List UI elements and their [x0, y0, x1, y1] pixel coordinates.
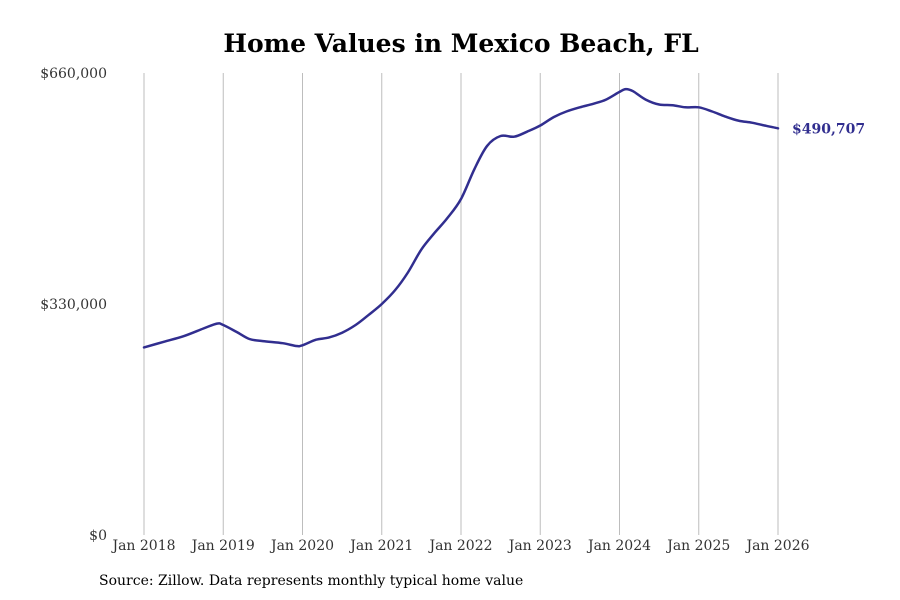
x-tick-label: Jan 2025	[665, 538, 730, 554]
x-tick-label: Jan 2026	[744, 538, 809, 554]
x-tick-label: Jan 2021	[348, 538, 413, 554]
y-tick-label: $0	[89, 528, 107, 544]
latest-value-label: $490,707	[792, 121, 865, 137]
source-note: Source: Zillow. Data represents monthly …	[99, 573, 524, 589]
home-value-line	[142, 87, 780, 349]
x-tick-label: Jan 2023	[507, 538, 572, 554]
y-tick-label: $330,000	[40, 297, 107, 313]
x-tick-label: Jan 2022	[427, 538, 492, 554]
y-tick-label: $660,000	[40, 66, 107, 82]
x-tick-label: Jan 2020	[269, 538, 334, 554]
x-tick-label: Jan 2019	[190, 538, 255, 554]
x-axis-ticks: Jan 2018 Jan 2019 Jan 2020 Jan 2021 Jan 2022…	[110, 538, 809, 554]
chart-title: Home Values in Mexico Beach, FL	[223, 29, 699, 58]
x-tick-label: Jan 2024	[586, 538, 651, 554]
y-axis-ticks: $0 $330,000 $660,000	[40, 66, 107, 544]
x-tick-label: Jan 2018	[110, 538, 175, 554]
grid-lines	[143, 73, 779, 535]
